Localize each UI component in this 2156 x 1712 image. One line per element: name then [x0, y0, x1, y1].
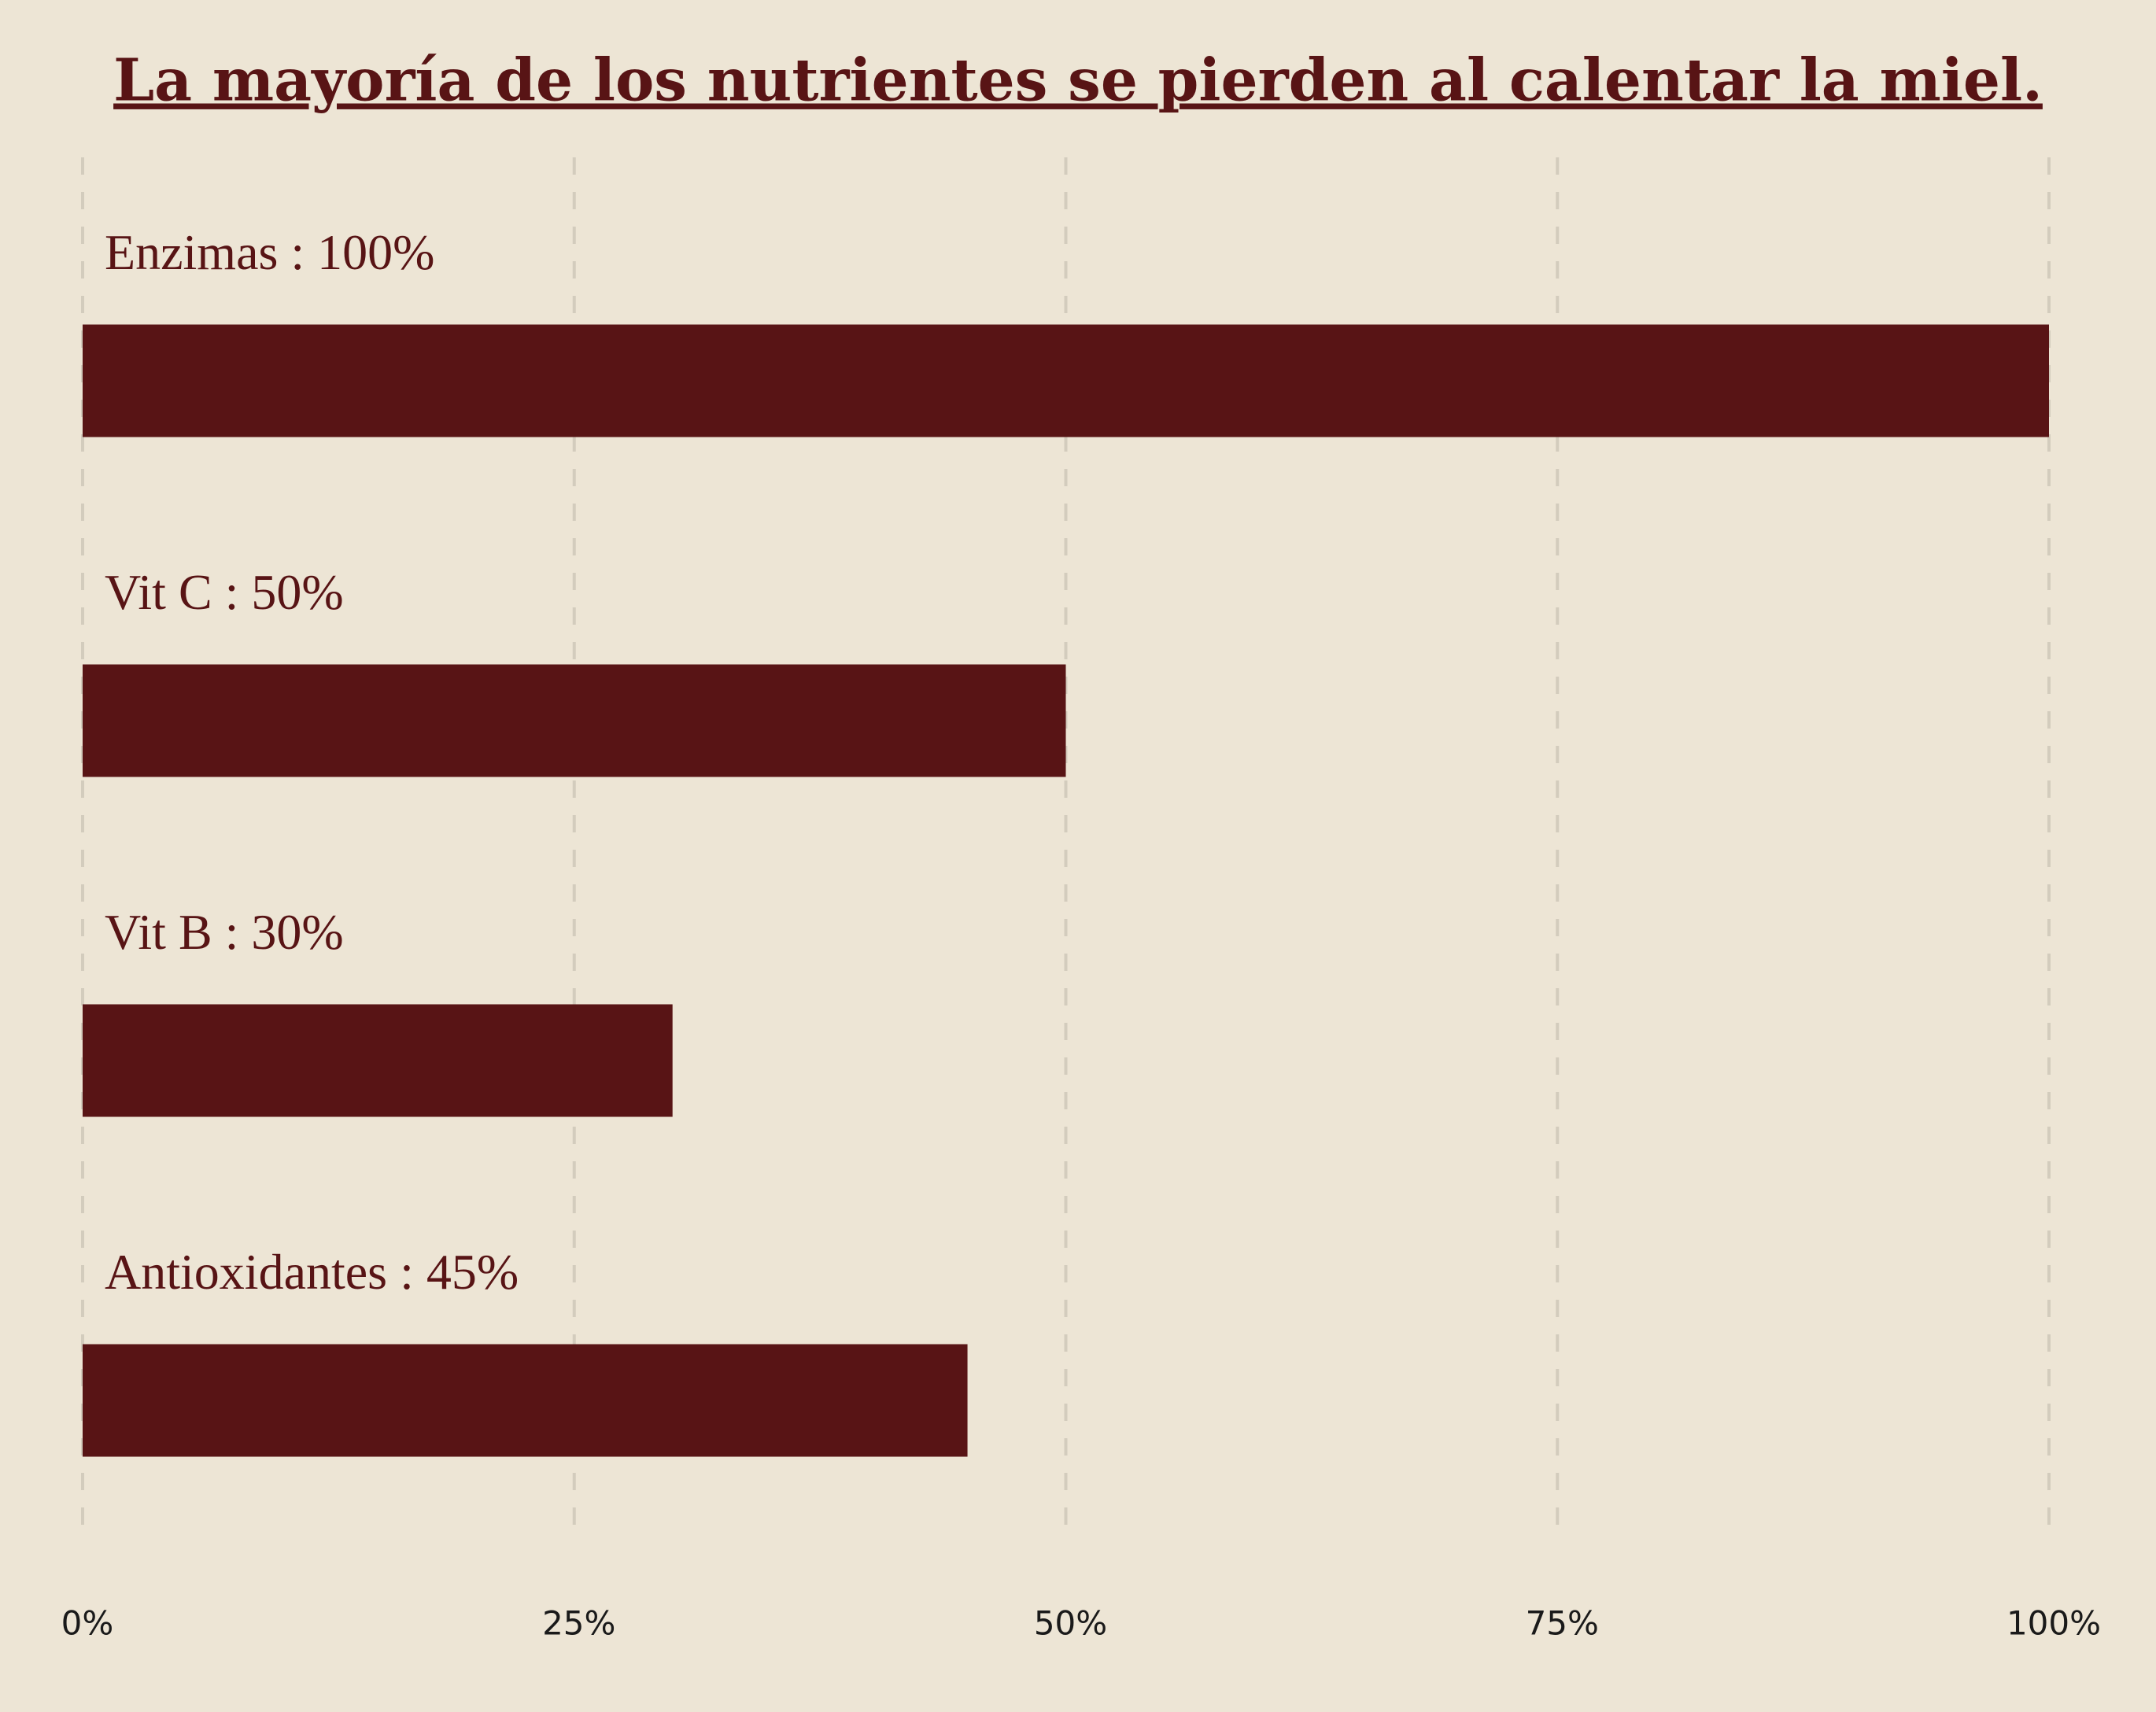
chart-title: La mayoría de los nutrientes se pierden … [113, 47, 2043, 115]
bar [83, 1344, 968, 1457]
category-label: Antioxidantes : 45% [105, 1244, 519, 1300]
bar [83, 664, 1066, 777]
x-tick-label: 0% [61, 1604, 114, 1643]
category-label: Enzimas : 100% [105, 224, 434, 280]
category-label: Vit C : 50% [105, 564, 344, 620]
x-tick-label: 100% [2006, 1604, 2101, 1643]
bar [83, 324, 2049, 437]
x-tick-label: 50% [1034, 1604, 1107, 1643]
x-tick-label: 75% [1526, 1604, 1599, 1643]
category-label: Vit B : 30% [105, 904, 344, 960]
x-tick-label: 25% [542, 1604, 615, 1643]
bar [83, 1004, 673, 1117]
